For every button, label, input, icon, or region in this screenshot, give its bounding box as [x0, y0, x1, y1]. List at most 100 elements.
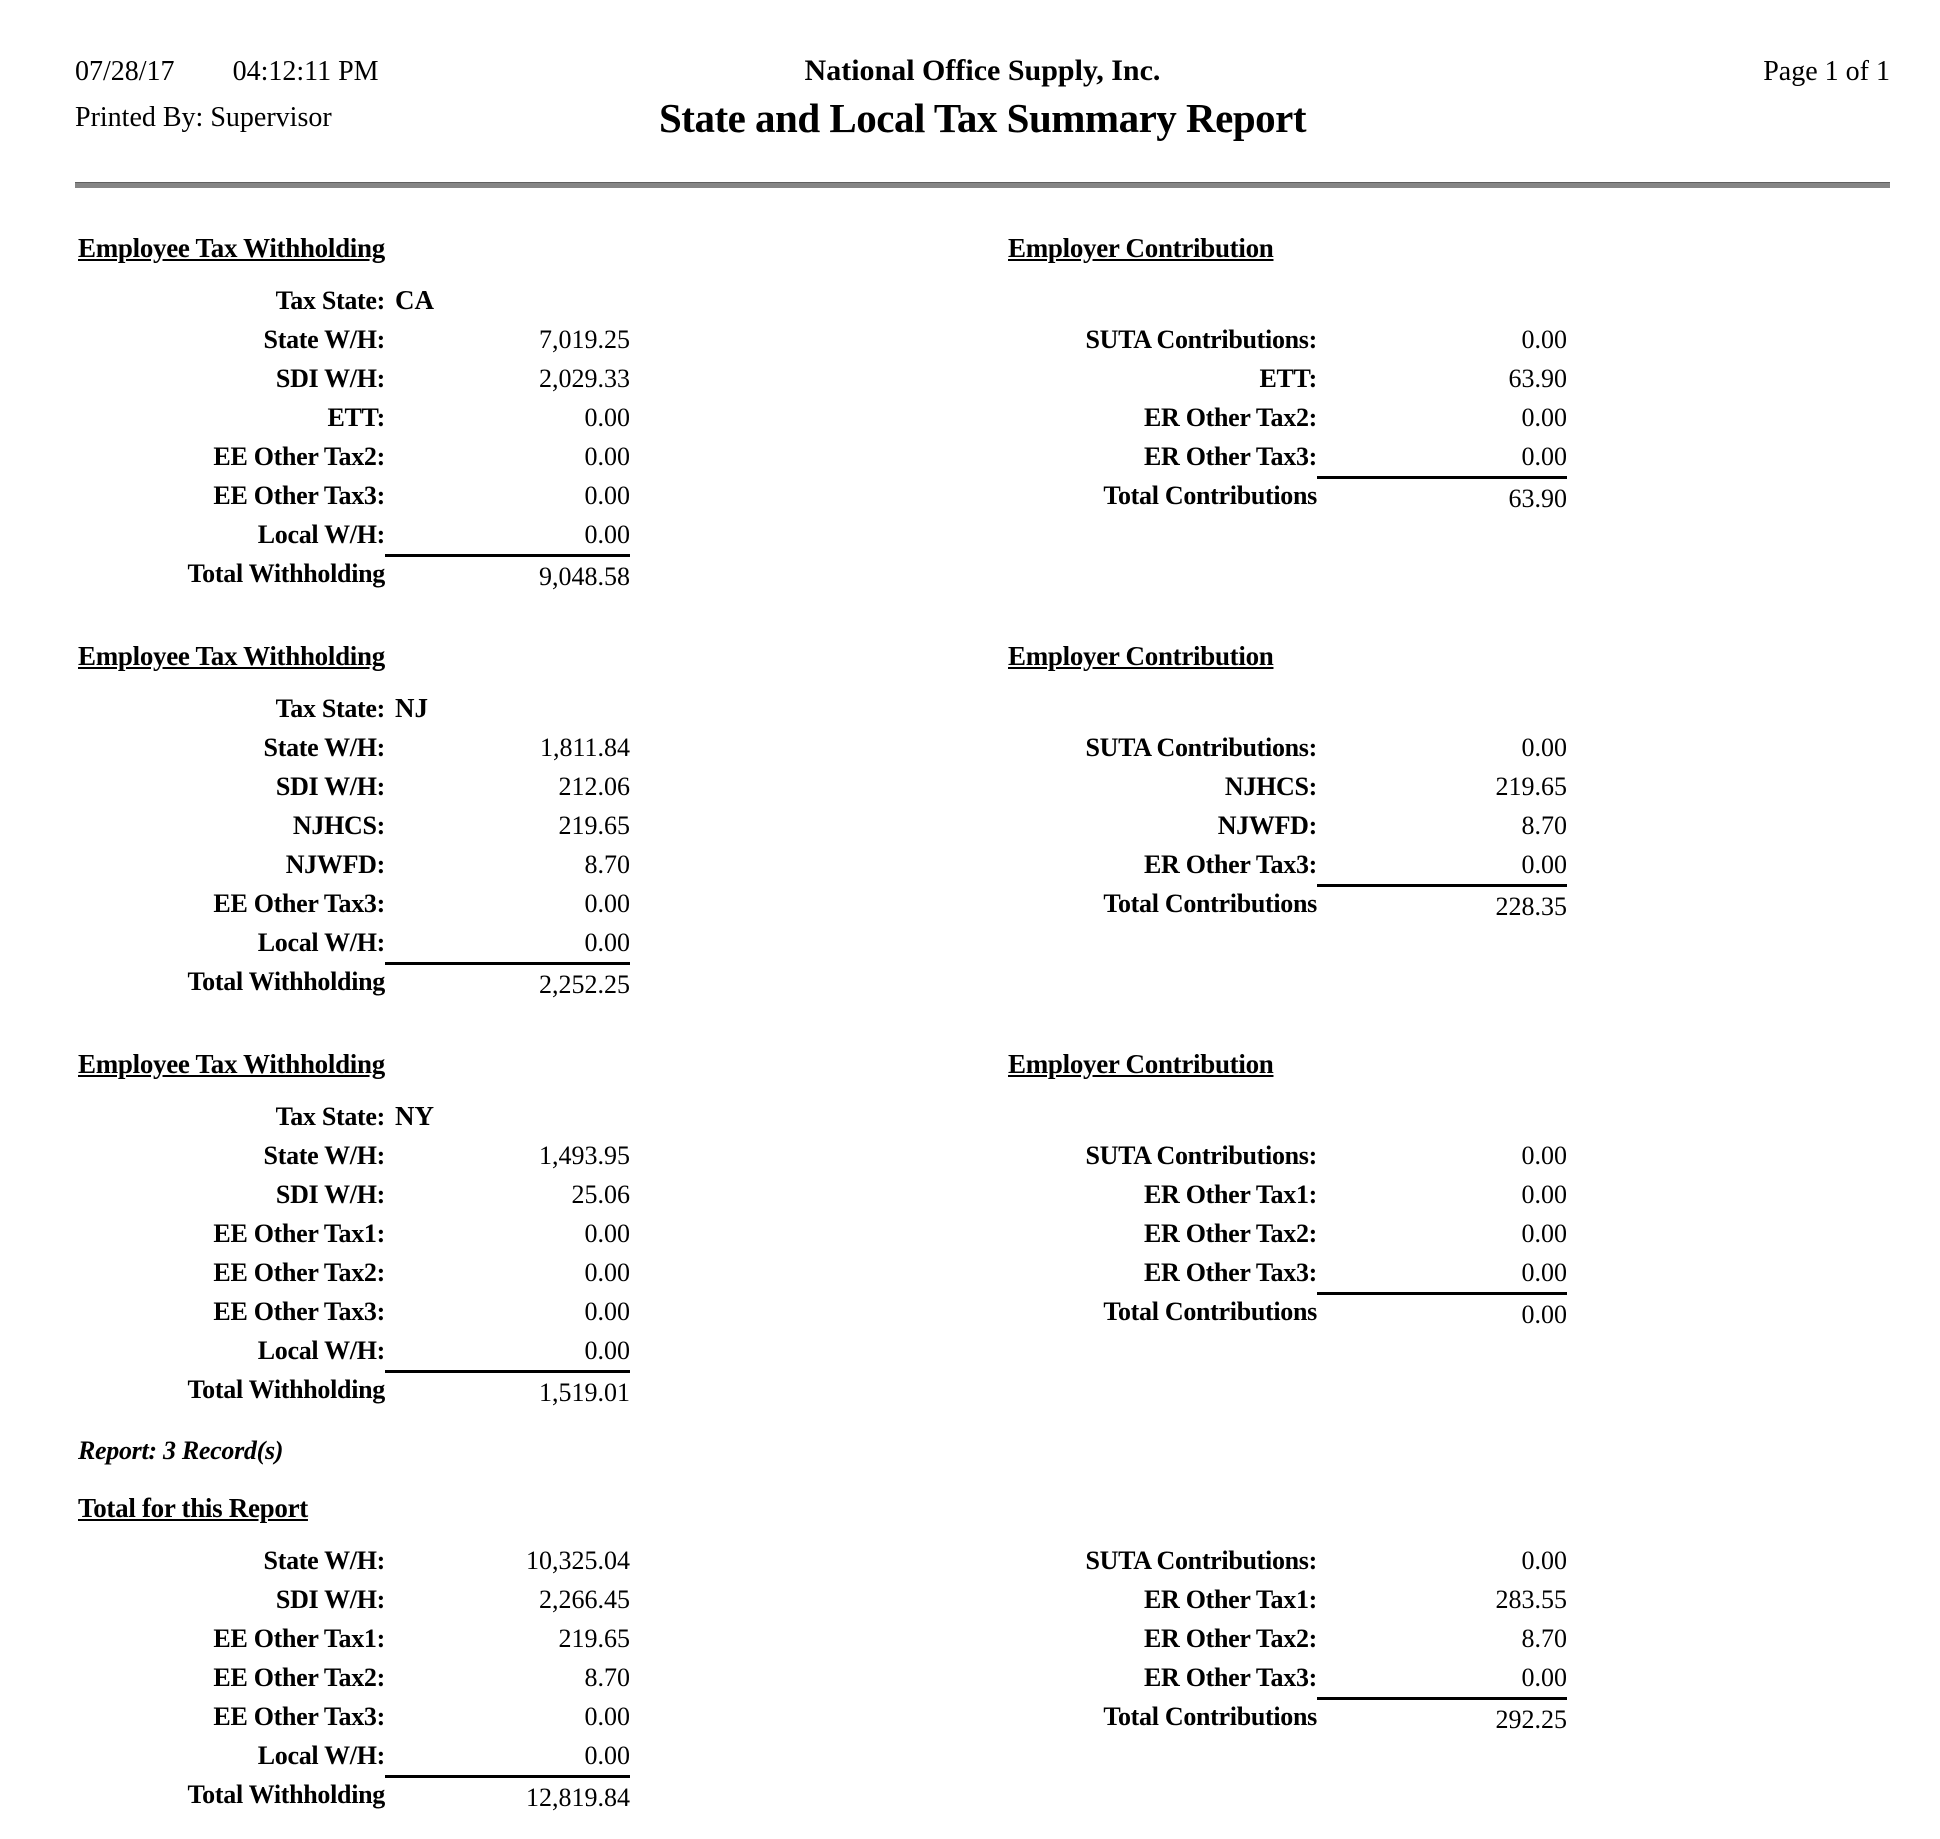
- row-value: 0.00: [584, 1702, 631, 1731]
- tax-row: State W/H: 10,325.04: [75, 1541, 630, 1580]
- employee-withholding-heading: Employee Tax Withholding: [78, 1049, 385, 1079]
- tax-row: ER Other Tax2: 8.70: [1005, 1619, 1567, 1658]
- total-value: 228.35: [1317, 884, 1567, 926]
- tax-state-row: Tax State: NJ: [75, 689, 630, 728]
- section-report-totals: Total for this Report State W/H: 10,325.…: [75, 1492, 1890, 1817]
- row-value: 7,019.25: [539, 325, 630, 354]
- row-value: 283.55: [1495, 1585, 1568, 1614]
- employer-contribution-column: Employer Contribution SUTA Contributions…: [1005, 640, 1567, 1004]
- tax-row: EE Other Tax3: 0.00: [75, 1292, 630, 1331]
- employee-withholding-heading: Employee Tax Withholding: [78, 641, 385, 671]
- tax-row: ETT: 63.90: [1005, 359, 1567, 398]
- printed-by-label: Printed By:: [75, 102, 204, 133]
- total-withholding-row: Total Withholding 1,519.01: [75, 1370, 630, 1412]
- tax-row: ER Other Tax3: 0.00: [1005, 845, 1567, 884]
- tax-row: SDI W/H: 212.06: [75, 767, 630, 806]
- row-value: 10,325.04: [526, 1546, 630, 1575]
- row-label: ER Other Tax3:: [1143, 850, 1317, 879]
- row-label: ETT:: [327, 403, 385, 432]
- row-label: SDI W/H:: [275, 1585, 385, 1614]
- tax-row: NJWFD: 8.70: [75, 845, 630, 884]
- row-label: State W/H:: [263, 325, 386, 354]
- tax-row: EE Other Tax1: 0.00: [75, 1214, 630, 1253]
- page-title: State and Local Tax Summary Report: [658, 95, 1307, 141]
- row-label: EE Other Tax2:: [213, 1258, 385, 1287]
- row-label: ER Other Tax2:: [1143, 1219, 1317, 1248]
- row-value: 0.00: [1521, 1219, 1568, 1248]
- tax-row: NJHCS: 219.65: [75, 806, 630, 845]
- row-label: SDI W/H:: [275, 364, 385, 393]
- row-value: 219.65: [558, 811, 631, 840]
- tax-row: ER Other Tax3: 0.00: [1005, 1658, 1567, 1697]
- row-value: 0.00: [1521, 1546, 1568, 1575]
- total-withholding-row: Total Withholding 2,252.25: [75, 962, 630, 1004]
- row-label: SDI W/H:: [275, 1180, 385, 1209]
- row-value: 0.00: [584, 1741, 631, 1770]
- row-value: 0.00: [584, 1297, 631, 1326]
- company-name: National Office Supply, Inc.: [804, 54, 1161, 87]
- spacer: [1005, 689, 1567, 728]
- row-label: EE Other Tax2:: [213, 442, 385, 471]
- row-label: ETT:: [1259, 364, 1317, 393]
- section-nj: Employee Tax Withholding Tax State: NJ S…: [75, 640, 1890, 1004]
- row-label: SUTA Contributions:: [1085, 1141, 1318, 1170]
- tax-row: State W/H: 1,493.95: [75, 1136, 630, 1175]
- row-label: NJHCS:: [292, 811, 385, 840]
- tax-row: EE Other Tax3: 0.00: [75, 1697, 630, 1736]
- record-count-note: Report: 3 Record(s): [78, 1436, 284, 1465]
- total-withholding-row: Total Withholding 9,048.58: [75, 554, 630, 596]
- row-value: 8.70: [1521, 811, 1568, 840]
- tax-row: SDI W/H: 2,266.45: [75, 1580, 630, 1619]
- row-label: EE Other Tax3:: [213, 889, 385, 918]
- tax-row: SUTA Contributions: 0.00: [1005, 320, 1568, 359]
- tax-row: ER Other Tax1: 0.00: [1005, 1175, 1567, 1214]
- printed-by-line: Printed By: Supervisor: [75, 102, 379, 134]
- tax-row: State W/H: 1,811.84: [75, 728, 630, 767]
- total-contributions-row: Total Contributions 228.35: [1005, 884, 1567, 926]
- row-label: ER Other Tax1:: [1143, 1585, 1317, 1614]
- tax-row: EE Other Tax3: 0.00: [75, 476, 630, 515]
- total-label: Total Contributions: [1103, 481, 1317, 510]
- total-label: Total Withholding: [187, 1375, 386, 1404]
- row-value: 0.00: [584, 1258, 631, 1287]
- row-label: SUTA Contributions:: [1085, 1546, 1318, 1575]
- tax-row: ER Other Tax1: 283.55: [1005, 1580, 1567, 1619]
- date-line: 07/28/17 04:12:11 PM: [75, 56, 379, 88]
- tax-row: NJHCS: 219.65: [1005, 767, 1567, 806]
- row-value: 0.00: [584, 889, 631, 918]
- row-label: SDI W/H:: [275, 772, 385, 801]
- spacer: [1005, 1492, 1567, 1541]
- employee-withholding-column: Employee Tax Withholding Tax State: CA S…: [75, 232, 630, 596]
- tax-row: ER Other Tax2: 0.00: [1005, 1214, 1567, 1253]
- total-label: Total Withholding: [187, 1780, 386, 1809]
- spacer: [1005, 281, 1567, 320]
- section-ca: Employee Tax Withholding Tax State: CA S…: [75, 232, 1890, 596]
- row-value: 8.70: [584, 850, 631, 879]
- header-left: 07/28/17 04:12:11 PM Printed By: Supervi…: [75, 56, 379, 134]
- row-label: State W/H:: [263, 1546, 386, 1575]
- total-value: 9,048.58: [385, 554, 630, 596]
- tax-row: Local W/H: 0.00: [75, 923, 630, 962]
- row-label: ER Other Tax3:: [1143, 1663, 1317, 1692]
- row-value: 0.00: [1521, 850, 1568, 879]
- tax-row: SUTA Contributions: 0.00: [1005, 1541, 1568, 1580]
- row-label: State W/H:: [263, 733, 386, 762]
- tax-state-value: NJ: [395, 693, 428, 723]
- row-label: EE Other Tax3:: [213, 1702, 385, 1731]
- row-value: 219.65: [1495, 772, 1568, 801]
- total-value: 2,252.25: [385, 962, 630, 1004]
- tax-state-label: Tax State:: [275, 1102, 386, 1131]
- row-label: Local W/H:: [257, 1336, 386, 1365]
- employee-withholding-column: Employee Tax Withholding Tax State: NY S…: [75, 1048, 630, 1412]
- tax-state-value: CA: [395, 285, 434, 315]
- row-value: 0.00: [1521, 1663, 1568, 1692]
- row-label: ER Other Tax1:: [1143, 1180, 1317, 1209]
- total-label: Total Contributions: [1103, 889, 1317, 918]
- row-value: 1,493.95: [539, 1141, 630, 1170]
- section-ny: Employee Tax Withholding Tax State: NY S…: [75, 1048, 1890, 1412]
- row-value: 8.70: [584, 1663, 631, 1692]
- row-value: 212.06: [558, 772, 631, 801]
- employer-contribution-heading: Employer Contribution: [1008, 1049, 1274, 1079]
- spacer: [1005, 1097, 1567, 1136]
- row-value: 63.90: [1508, 364, 1568, 393]
